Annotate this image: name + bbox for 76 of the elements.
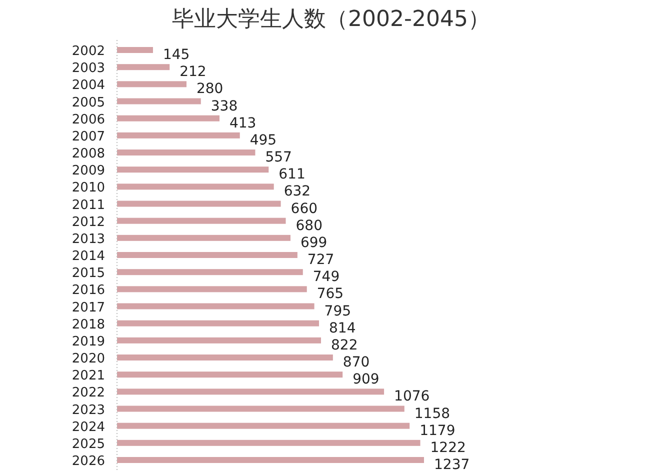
bar	[117, 388, 384, 395]
data-label: 1076	[394, 388, 430, 405]
y-tick-label: 2011	[72, 198, 105, 213]
y-tick-label: 2020	[72, 352, 105, 366]
y-tick-label: 2008	[72, 146, 105, 162]
bar	[117, 166, 269, 173]
data-label: 727	[307, 252, 334, 268]
bar	[117, 234, 290, 241]
data-label: 1222	[430, 440, 466, 456]
data-label: 814	[329, 320, 356, 336]
data-label: 909	[352, 372, 380, 388]
bar	[117, 406, 404, 412]
bar	[117, 286, 307, 292]
y-tick-label: 2024	[72, 420, 105, 435]
data-label: 338	[210, 98, 238, 114]
y-tick-label: 2006	[72, 112, 105, 128]
bar	[117, 200, 281, 207]
data-label: 212	[180, 64, 206, 80]
data-label: 795	[324, 303, 352, 320]
y-tick-label: 2021	[72, 368, 105, 384]
data-label: 870	[342, 354, 370, 370]
y-tick-label: 2025	[72, 436, 105, 452]
bar	[117, 440, 420, 446]
data-label: 749	[312, 269, 340, 286]
y-tick-label: 2009	[72, 164, 105, 179]
bar	[117, 98, 201, 104]
data-label: 1158	[414, 406, 450, 422]
data-label: 1179	[420, 422, 456, 439]
y-tick-label: 2003	[72, 61, 105, 76]
bar	[117, 252, 298, 258]
data-label: 280	[196, 81, 224, 98]
chart-title: 毕业大学生人数（2002-2045）	[172, 7, 490, 32]
y-tick-label: 2013	[72, 232, 105, 247]
y-tick-label: 2026	[72, 454, 105, 469]
bar	[117, 47, 153, 53]
bar	[117, 269, 303, 276]
y-tick-label: 2019	[72, 334, 105, 350]
y-tick-label: 2018	[72, 317, 105, 332]
y-tick-label: 2022	[72, 386, 105, 401]
data-label: 765	[316, 286, 344, 302]
data-label: 680	[296, 218, 322, 234]
y-tick-label: 2002	[72, 44, 105, 59]
data-label: 611	[278, 166, 306, 183]
y-tick-label: 2004	[72, 78, 105, 94]
bar	[117, 457, 424, 463]
data-label: 822	[331, 337, 358, 354]
data-label: 699	[300, 234, 328, 251]
bar	[117, 372, 343, 378]
y-tick-label: 2015	[72, 266, 105, 282]
data-label: 145	[162, 47, 190, 63]
data-label: 660	[290, 200, 318, 217]
y-tick-label: 2012	[72, 214, 105, 230]
bar	[117, 422, 410, 429]
bar	[117, 337, 322, 344]
bar	[117, 218, 286, 224]
y-tick-label: 2016	[72, 283, 105, 298]
data-label: 495	[250, 132, 277, 148]
bar	[117, 132, 240, 138]
bar	[117, 354, 333, 360]
y-tick-label: 2010	[72, 180, 105, 196]
data-label: 1237	[434, 457, 470, 472]
bar	[117, 64, 170, 70]
y-tick-label: 2007	[72, 129, 105, 144]
y-tick-label: 2023	[72, 402, 105, 418]
data-label: 413	[230, 115, 256, 132]
bar	[117, 320, 320, 326]
y-tick-label: 2005	[72, 95, 105, 110]
bar	[117, 184, 274, 190]
bar	[117, 115, 220, 122]
y-tick-label: 2014	[72, 249, 105, 264]
bar	[117, 81, 186, 88]
y-tick-label: 2017	[72, 300, 105, 316]
bar	[117, 303, 314, 310]
data-label: 632	[284, 184, 311, 200]
data-label: 557	[265, 150, 292, 166]
bar	[117, 150, 256, 156]
